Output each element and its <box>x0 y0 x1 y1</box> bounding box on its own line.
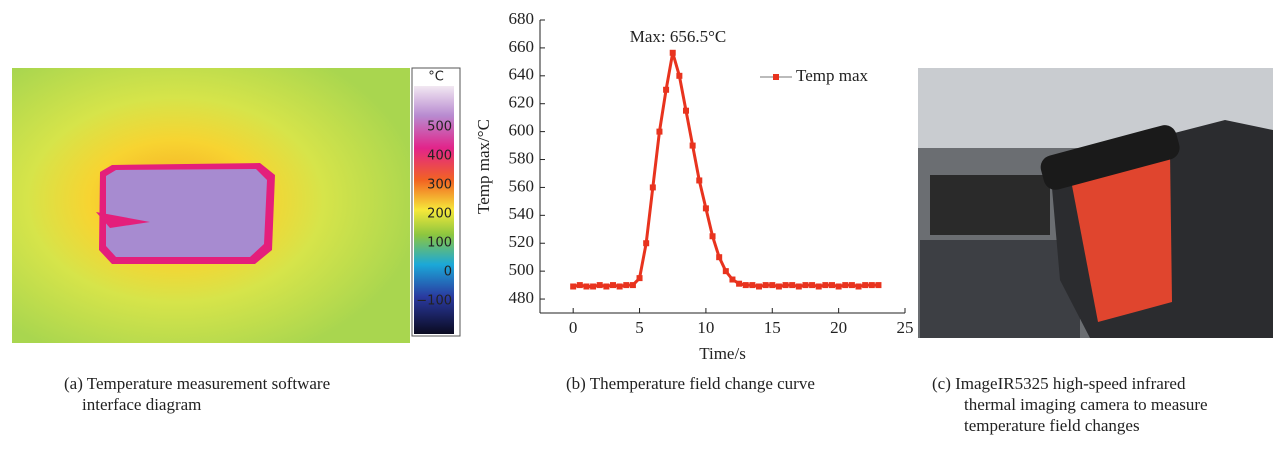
data-point <box>749 282 756 289</box>
y-tick-label: 640 <box>509 65 535 84</box>
data-point <box>855 283 862 290</box>
data-point <box>576 282 583 289</box>
colorbar-label: 200 <box>427 207 452 222</box>
data-point <box>636 275 643 282</box>
data-point <box>702 205 709 212</box>
data-point <box>696 177 703 184</box>
data-point <box>742 282 749 289</box>
x-axis-label: Time/s <box>699 344 746 363</box>
y-tick-label: 480 <box>509 288 535 307</box>
y-tick-label: 500 <box>509 260 535 279</box>
data-point <box>663 86 670 93</box>
data-point <box>729 276 736 283</box>
data-point <box>822 282 829 289</box>
caption: (a) Temperature measurement software <box>64 374 330 393</box>
data-point <box>656 128 663 135</box>
data-point <box>689 142 696 149</box>
data-point <box>616 283 623 290</box>
x-tick-label: 20 <box>830 318 847 337</box>
y-axis-label: Temp max/°C <box>474 119 493 214</box>
data-point <box>643 240 650 247</box>
data-point <box>590 283 597 290</box>
data-point <box>596 282 603 289</box>
data-point <box>709 233 716 240</box>
legend-marker <box>773 74 779 80</box>
data-point <box>623 282 630 289</box>
thermal-image <box>12 67 461 343</box>
data-point <box>629 282 636 289</box>
data-point <box>762 282 769 289</box>
data-line <box>572 52 879 289</box>
y-tick-label: 540 <box>509 204 535 223</box>
y-tick-label: 660 <box>509 37 535 56</box>
data-point <box>875 282 882 289</box>
data-point <box>815 283 822 290</box>
data-point <box>835 283 842 290</box>
data-point <box>570 283 577 290</box>
data-point <box>809 282 816 289</box>
caption: interface diagram <box>82 395 201 414</box>
annotation: Max: 656.5°C <box>630 27 727 46</box>
data-point <box>603 283 610 290</box>
data-point <box>782 282 789 289</box>
y-tick-label: 560 <box>509 176 535 195</box>
x-tick-label: 10 <box>697 318 714 337</box>
data-point <box>649 184 656 191</box>
data-point <box>683 107 689 114</box>
x-tick-label: 15 <box>764 318 781 337</box>
data-point <box>722 268 729 275</box>
data-point <box>669 49 676 56</box>
y-tick-label: 520 <box>509 232 535 251</box>
caption: temperature field changes <box>964 416 1140 435</box>
data-point <box>736 280 743 287</box>
data-point <box>862 282 869 289</box>
colorbar-label: 300 <box>427 178 452 193</box>
data-point <box>716 254 723 261</box>
colorbar-label: −100 <box>416 294 452 309</box>
data-point <box>583 283 590 290</box>
data-point <box>756 283 762 290</box>
colorbar-label: 0 <box>444 265 452 280</box>
x-tick-label: 5 <box>635 318 644 337</box>
legend-label: Temp max <box>796 66 868 85</box>
y-tick-label: 580 <box>509 148 535 167</box>
data-point <box>676 72 683 79</box>
data-point <box>769 282 776 289</box>
data-point <box>802 282 809 289</box>
caption: (c) ImageIR5325 high-speed infrared <box>932 374 1186 393</box>
data-point <box>789 282 796 289</box>
data-point <box>610 282 616 289</box>
data-point <box>829 282 835 289</box>
camera-photo <box>918 68 1273 338</box>
colorbar-unit: °C <box>428 70 444 85</box>
colorbar-label: 500 <box>427 120 452 135</box>
colorbar-label: 100 <box>427 236 452 251</box>
colorbar-label: 400 <box>427 149 452 164</box>
data-point <box>842 282 849 289</box>
data-point <box>775 283 782 290</box>
y-tick-label: 600 <box>509 121 535 140</box>
caption: (b) Themperature field change curve <box>566 374 815 393</box>
data-point <box>848 282 855 289</box>
x-tick-label: 25 <box>897 318 914 337</box>
data-point <box>795 283 802 290</box>
caption: thermal imaging camera to measure <box>964 395 1208 414</box>
data-point <box>868 282 875 289</box>
y-tick-label: 680 <box>509 9 535 28</box>
y-tick-label: 620 <box>509 93 535 112</box>
x-tick-label: 0 <box>569 318 578 337</box>
